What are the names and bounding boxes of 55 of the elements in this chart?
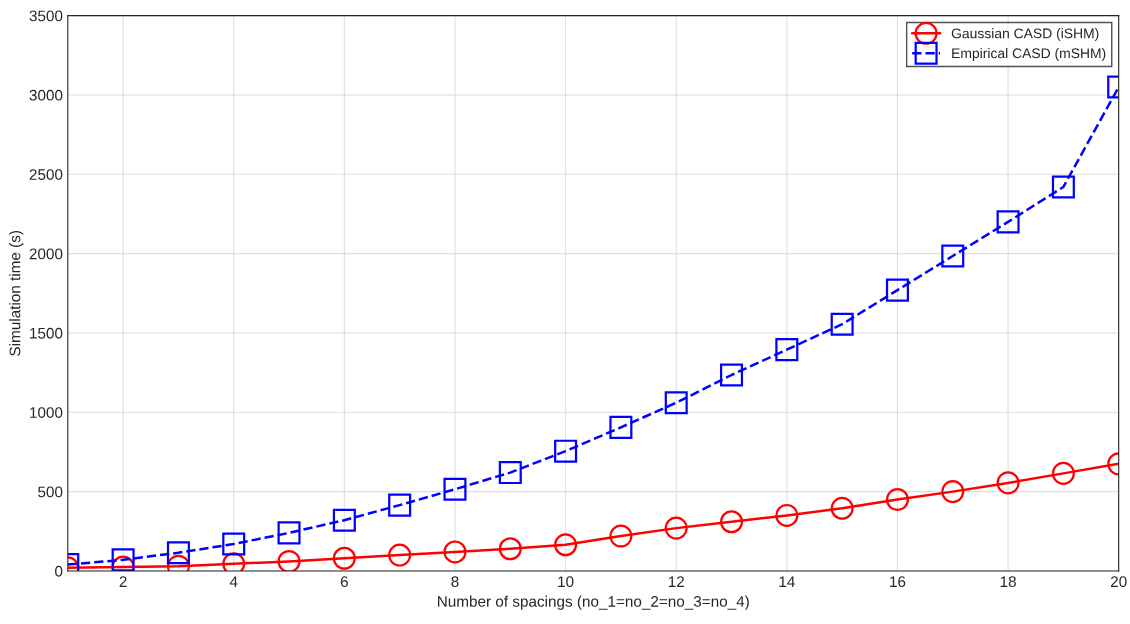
y-tick-label: 3000: [29, 89, 63, 101]
point: [277, 549, 301, 571]
x-tick-label: 16: [890, 576, 906, 588]
y-tick-label: 500: [38, 486, 63, 498]
point: [388, 493, 412, 517]
x-tick-label: 10: [558, 576, 574, 588]
point: [720, 510, 744, 534]
point: [388, 543, 412, 567]
point: [443, 540, 467, 564]
point: [222, 532, 246, 556]
y-tick-label: 2000: [29, 248, 63, 260]
point: [664, 391, 688, 415]
y-tick-label: 0: [55, 565, 63, 577]
x-tick-label: 14: [779, 576, 795, 587]
y-tick-label: 3500: [29, 10, 63, 22]
point: [830, 496, 854, 520]
y-tick-label: 2500: [29, 169, 63, 180]
point: [166, 541, 190, 565]
point: [941, 244, 965, 268]
point: [443, 477, 467, 501]
point: [885, 278, 909, 302]
point: [498, 537, 522, 561]
point: [554, 439, 578, 463]
point: [720, 363, 744, 387]
point: [830, 312, 854, 336]
x-axis-title: Number of spacings (no_1=no_2=no_3=no_4): [438, 595, 749, 610]
x-tick-label: 4: [229, 576, 238, 587]
point: [277, 521, 301, 545]
point: [1051, 461, 1075, 485]
x-tick-label: 12: [668, 576, 684, 587]
point: [1051, 175, 1075, 199]
point: [664, 516, 688, 540]
x-tick-label: 2: [119, 576, 127, 587]
point: [996, 210, 1020, 234]
point: [554, 533, 578, 557]
point: [775, 503, 799, 527]
y-axis-title: Simulation time (s): [9, 230, 24, 356]
y-tick-label: 1000: [30, 407, 63, 418]
x-tick-label: 6: [340, 576, 348, 588]
point: [941, 480, 965, 504]
legend-label: Gaussian CASD (iSHM): [951, 28, 1099, 42]
x-tick-label: 20: [1110, 576, 1127, 588]
point: [609, 415, 633, 439]
x-tick-label: 8: [451, 576, 459, 588]
point: [609, 524, 633, 548]
point: [775, 338, 799, 362]
x-tick-label: 18: [1000, 576, 1016, 588]
point: [111, 548, 135, 571]
point: [332, 546, 356, 570]
point: [498, 461, 522, 485]
y-tick-label: 1500: [30, 327, 63, 339]
legend-label: Empirical CASD (mSHM): [952, 47, 1106, 61]
point: [332, 508, 356, 532]
point: [996, 471, 1020, 495]
point: [885, 488, 909, 512]
